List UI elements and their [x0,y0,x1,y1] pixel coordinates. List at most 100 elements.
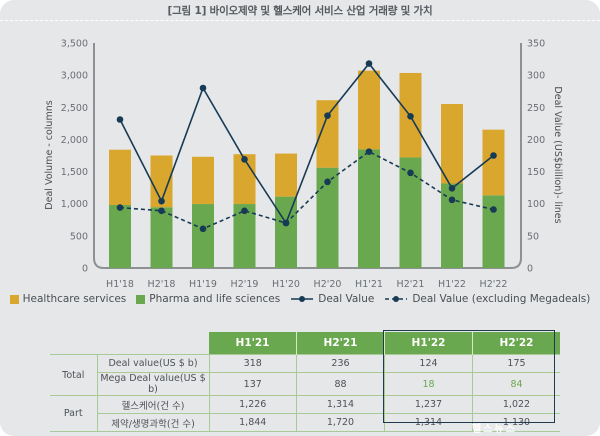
deal-value-point [490,152,497,159]
y-tick-label: 500 [70,231,88,242]
legend-deal-value: Deal Value [290,293,374,305]
x-tick-label: H1'18 [106,279,134,290]
bar-pharma-and-life-sciences [399,157,422,268]
deal-value-excl-point [282,219,290,227]
title-divider [0,20,600,21]
deal-value-excl-point [490,206,497,213]
table-cell: 1,130 [472,413,560,432]
chart-ticks: 0 500 1,000 1,500 2,000 2,500 3,000 3,500 0 50 100… [61,39,545,291]
legend-healthcare: Healthcare services [9,293,127,305]
y-axis-title: Deal Volume - columns [44,100,55,209]
legend-pharma: Pharma and life sciences [136,293,280,305]
group-label: Total [50,354,98,396]
bar-healthcare-services [482,129,505,196]
header-spacer [97,332,209,355]
y-tick-label: 3,000 [61,71,88,82]
row-label: 헬스케어(건 수) [97,395,210,414]
table-cell: 1,226 [209,395,297,414]
bar-pharma-and-life-sciences [441,183,463,268]
legend-label: Healthcare services [22,293,127,305]
table-cell: 84 [472,372,560,396]
legend-deal-value-excl: Deal Value (excluding Megadeals) [384,293,590,305]
column-header: H1'22 [384,332,473,355]
chart-legend: Healthcare services Pharma and life scie… [0,293,600,305]
x-tick-label: H2'18 [148,279,176,290]
pharma-swatch [136,294,146,304]
combo-chart: 0 500 1,000 1,500 2,000 2,500 3,000 3,500 0 50 100… [44,39,563,291]
table-header-row: H1'21 H2'21 H1'22 H2'22 [50,332,560,355]
row-label: Deal value(US $ b) [97,354,210,373]
table-cell: 124 [384,354,473,373]
solid-line-marker-icon [291,296,314,302]
column-header: H2'22 [472,332,560,355]
bar-healthcare-services [275,153,297,197]
deal-value-excl-point [407,169,414,177]
deal-value-line [119,62,494,225]
y2-tick-label: 200 [527,135,545,146]
deal-value-point [407,112,414,120]
column-header: H1'21 [209,332,297,355]
y2-tick-label: 50 [527,231,539,242]
deal-value-excl-line [119,150,494,230]
table-cell: 175 [472,354,560,373]
bar-healthcare-services [441,104,463,184]
bar-pharma-and-life-sciences [109,205,131,268]
legend-label: Pharma and life sciences [149,293,281,305]
row-label: 제약/생명과학(건 수) [97,413,210,432]
chart-lines [116,60,497,233]
group-label: Part [50,395,98,432]
bar-pharma-and-life-sciences [482,195,505,268]
y-tick-label: 2,500 [61,103,88,114]
header-spacer [50,332,97,355]
bar-pharma-and-life-sciences [316,167,339,268]
chart-axes [93,43,522,269]
table-cell: 236 [296,354,385,373]
deal-value-point [199,84,207,92]
table-cell: 18 [384,372,473,396]
y2-axis-title: Deal Value (US$billion)- lines [552,86,563,223]
axis-frame [93,43,522,269]
y2-tick-label: 100 [527,199,545,210]
bar-healthcare-services [358,70,380,150]
chart-bars [109,70,505,268]
x-tick-label: H2'19 [231,279,259,290]
deal-value-excl-point [324,178,331,186]
x-tick-label: H2'21 [397,279,425,290]
x-tick-label: H1'21 [355,279,383,290]
table-row: Part 헬스케어(건 수) 1,226 1,314 1,237 1,022 [50,395,560,432]
bar-pharma-and-life-sciences [150,207,173,268]
x-tick-label: H2'20 [314,279,342,290]
y-tick-label: 2,000 [61,135,88,146]
y2-tick-label: 250 [527,103,545,114]
bar-healthcare-services [109,149,131,205]
deal-value-excl-point [448,196,456,204]
deal-value-excl-point [241,207,248,215]
table-cell: 1,314 [296,395,385,414]
y2-tick-label: 350 [527,39,545,50]
table-cell: 318 [209,354,297,373]
x-tick-label: H1'22 [438,279,466,290]
deal-value-excl-point [365,148,373,155]
figure-title: [그림 1] 바이오제약 및 헬스케어 서비스 산업 거래량 및 가치 [167,5,433,17]
row-label: Mega Deal value(US $ b) [97,372,210,396]
deal-value-point [116,116,124,123]
y2-tick-label: 150 [527,167,545,178]
column-header: H2'21 [296,332,385,355]
y-tick-label: 1,500 [61,167,88,178]
legend-label: Deal Value [318,293,375,305]
dashed-line-marker-icon [385,296,408,302]
table-cell: 1,720 [296,413,385,432]
table-cell: 1,314 [384,413,473,432]
bar-healthcare-services [192,156,214,205]
bar-pharma-and-life-sciences [275,196,297,268]
table-cell: 1,237 [384,395,473,414]
x-tick-label: H1'20 [272,279,300,290]
bar-pharma-and-life-sciences [192,204,214,268]
deal-value-point [365,60,373,67]
legend-label: Deal Value (excluding Megadeals) [412,293,591,305]
table-row: 제약/생명과학(건 수) 1,844 1,720 1,314 1,130 [50,413,560,432]
bar-healthcare-services [150,155,173,208]
deal-value-point [241,156,248,163]
table-row: Mega Deal value(US $ b) 137 88 18 84 [50,372,560,396]
deal-value-point [324,112,331,119]
